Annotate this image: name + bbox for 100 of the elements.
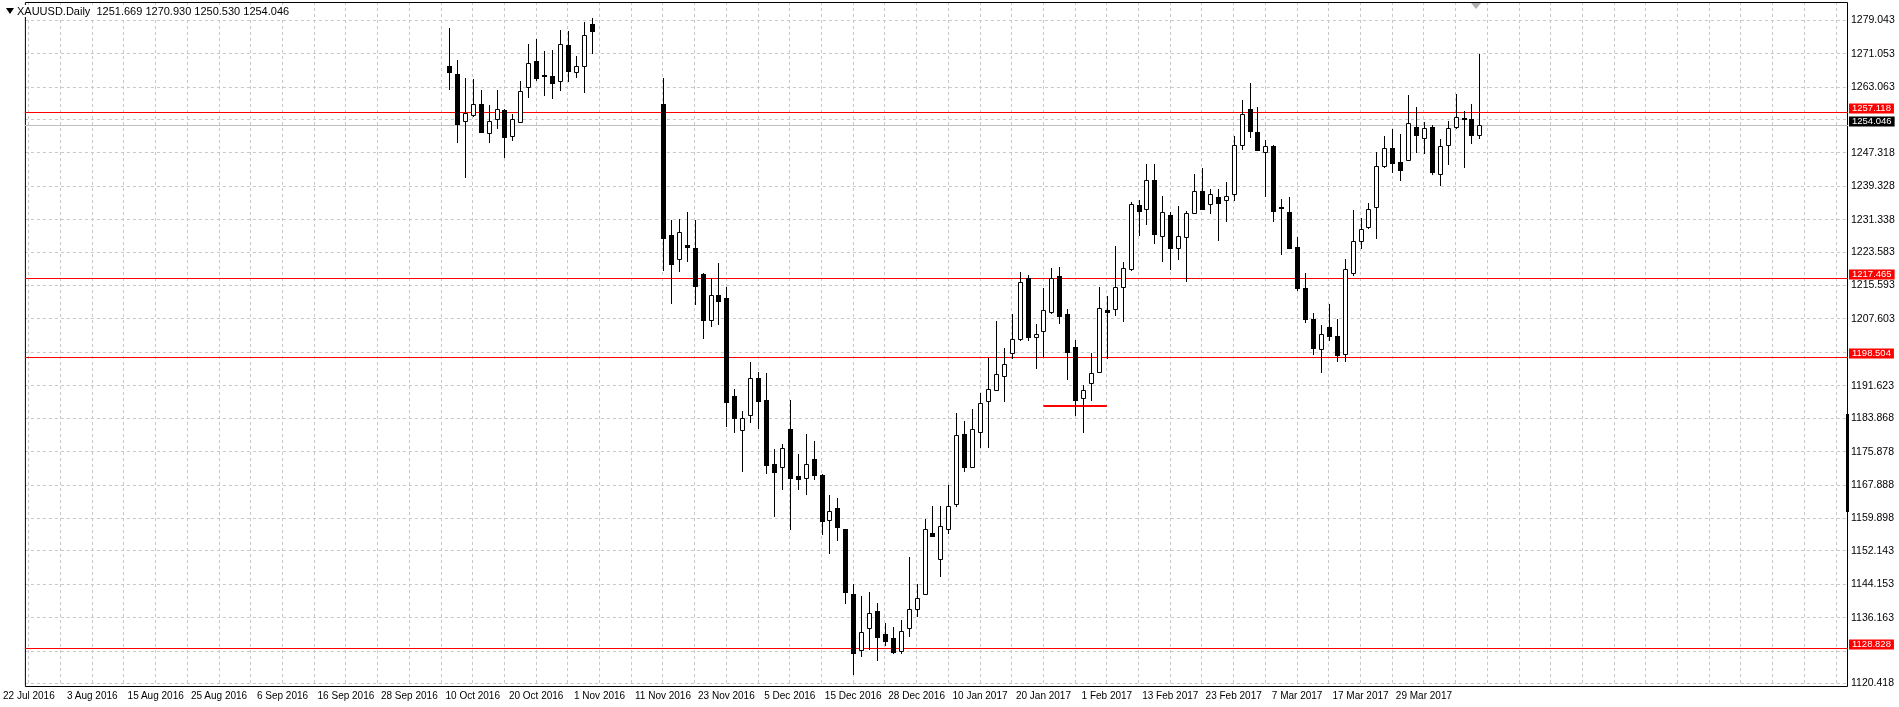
x-tick-label: 22 Jul 2016 bbox=[3, 689, 56, 701]
candlestick bbox=[907, 556, 912, 638]
candlestick bbox=[1366, 202, 1371, 230]
candlestick bbox=[1160, 195, 1165, 263]
x-tick-label: 10 Jan 2017 bbox=[952, 689, 1008, 701]
candlestick bbox=[526, 43, 531, 99]
y-tick-label: 1167.888 bbox=[1851, 477, 1895, 490]
candlestick bbox=[835, 497, 840, 542]
y-tick-label: 1152.143 bbox=[1851, 543, 1895, 556]
candlestick bbox=[883, 622, 888, 647]
candlestick bbox=[1406, 94, 1411, 161]
y-tick-label: 1271.053 bbox=[1851, 46, 1895, 59]
candlestick bbox=[518, 80, 523, 124]
candlestick bbox=[1477, 53, 1482, 140]
candlestick bbox=[1034, 323, 1039, 370]
y-tick-label: 1215.593 bbox=[1851, 278, 1895, 291]
candlestick bbox=[772, 448, 777, 518]
candlestick bbox=[1113, 245, 1118, 317]
candlestick bbox=[1263, 139, 1268, 198]
candlestick bbox=[1359, 217, 1364, 250]
candlestick bbox=[1438, 138, 1443, 187]
candlestick bbox=[1232, 135, 1237, 202]
x-tick-label: 10 Oct 2016 bbox=[445, 689, 501, 701]
candlestick bbox=[732, 388, 737, 434]
x-tick-label: 23 Feb 2017 bbox=[1205, 689, 1263, 701]
candlestick bbox=[716, 262, 721, 326]
candlestick bbox=[1002, 347, 1007, 403]
candlestick bbox=[1208, 188, 1213, 215]
candlestick bbox=[978, 392, 983, 449]
candlestick bbox=[954, 412, 959, 508]
y-tick-label: 1136.163 bbox=[1851, 610, 1895, 623]
candlestick bbox=[463, 77, 468, 179]
candlestick bbox=[1398, 133, 1403, 182]
x-tick-label: 7 Mar 2017 bbox=[1271, 689, 1323, 701]
candlestick bbox=[487, 104, 492, 144]
x-tick-label: 28 Dec 2016 bbox=[888, 689, 946, 701]
y-tick-label: 1223.583 bbox=[1851, 245, 1895, 258]
candlestick bbox=[804, 433, 809, 496]
candlestick bbox=[1462, 110, 1467, 169]
candlestick bbox=[1351, 209, 1356, 277]
candlestick bbox=[1137, 199, 1142, 237]
x-tick-label: 1 Feb 2017 bbox=[1081, 689, 1133, 701]
x-tick-label: 17 Mar 2017 bbox=[1332, 689, 1390, 701]
x-tick-label: 11 Nov 2016 bbox=[634, 689, 692, 701]
candlestick bbox=[946, 484, 951, 535]
candlestick bbox=[1041, 287, 1046, 358]
candlestick bbox=[1335, 318, 1340, 363]
x-tick-label: 3 Aug 2016 bbox=[66, 689, 119, 701]
candlestick bbox=[471, 78, 476, 118]
candlestick bbox=[590, 17, 595, 55]
x-tick-label: 15 Dec 2016 bbox=[824, 689, 882, 701]
candlestick bbox=[1343, 258, 1348, 363]
candlestick bbox=[1279, 198, 1284, 256]
x-tick-label: 29 Mar 2017 bbox=[1395, 689, 1453, 701]
candlestick bbox=[740, 410, 745, 473]
candlestick bbox=[1382, 135, 1387, 169]
candlestick bbox=[1049, 267, 1054, 315]
x-tick-label: 13 Feb 2017 bbox=[1142, 689, 1199, 701]
candlestick bbox=[1129, 201, 1134, 272]
candlestick bbox=[938, 505, 943, 578]
candlestick bbox=[510, 113, 515, 142]
candlestick bbox=[1248, 82, 1253, 139]
y-tick-label: 1263.063 bbox=[1851, 79, 1895, 92]
candlestick bbox=[1105, 295, 1110, 360]
y-tick-label: 1247.318 bbox=[1851, 145, 1895, 158]
candlestick bbox=[1255, 106, 1260, 152]
candlestick bbox=[1446, 120, 1451, 166]
candlestick bbox=[1184, 210, 1189, 283]
y-tick-label: 1175.878 bbox=[1851, 444, 1895, 457]
x-tick-label: 25 Aug 2016 bbox=[191, 689, 248, 701]
candlestick bbox=[709, 277, 714, 328]
candlestick bbox=[915, 583, 920, 618]
x-tick-label: 1 Nov 2016 bbox=[573, 689, 626, 701]
x-tick-label: 5 Dec 2016 bbox=[764, 689, 816, 701]
candlestick bbox=[1018, 271, 1023, 342]
x-tick-label: 20 Jan 2017 bbox=[1015, 689, 1072, 701]
candlestick bbox=[447, 27, 452, 91]
candlestick bbox=[1081, 384, 1086, 434]
candlestick bbox=[1319, 324, 1324, 374]
y-tick-label: 1207.603 bbox=[1851, 311, 1895, 324]
y-tick-label: 1144.153 bbox=[1851, 577, 1895, 590]
x-tick-label: 28 Sep 2016 bbox=[380, 689, 439, 701]
candlestick bbox=[899, 619, 904, 655]
candlestick bbox=[1327, 303, 1332, 342]
candlestick bbox=[542, 50, 547, 97]
candlestick bbox=[1097, 286, 1102, 373]
candlestick bbox=[1121, 261, 1126, 323]
candlestick bbox=[1374, 151, 1379, 240]
candlestick bbox=[1200, 167, 1205, 211]
ref-line-label: 1254.046 bbox=[1852, 115, 1892, 127]
y-tick-label: 1231.338 bbox=[1851, 212, 1895, 225]
candlestick bbox=[677, 218, 682, 273]
candlestick bbox=[1422, 121, 1427, 155]
candlestick bbox=[1390, 128, 1395, 174]
candlestick bbox=[574, 55, 579, 79]
ref-line-label: 1217.465 bbox=[1852, 268, 1892, 280]
y-tick-label: 1279.043 bbox=[1851, 13, 1895, 26]
candlestick bbox=[748, 361, 753, 424]
ref-line-label: 1257.118 bbox=[1852, 102, 1891, 114]
y-tick-label: 1183.868 bbox=[1851, 411, 1895, 424]
